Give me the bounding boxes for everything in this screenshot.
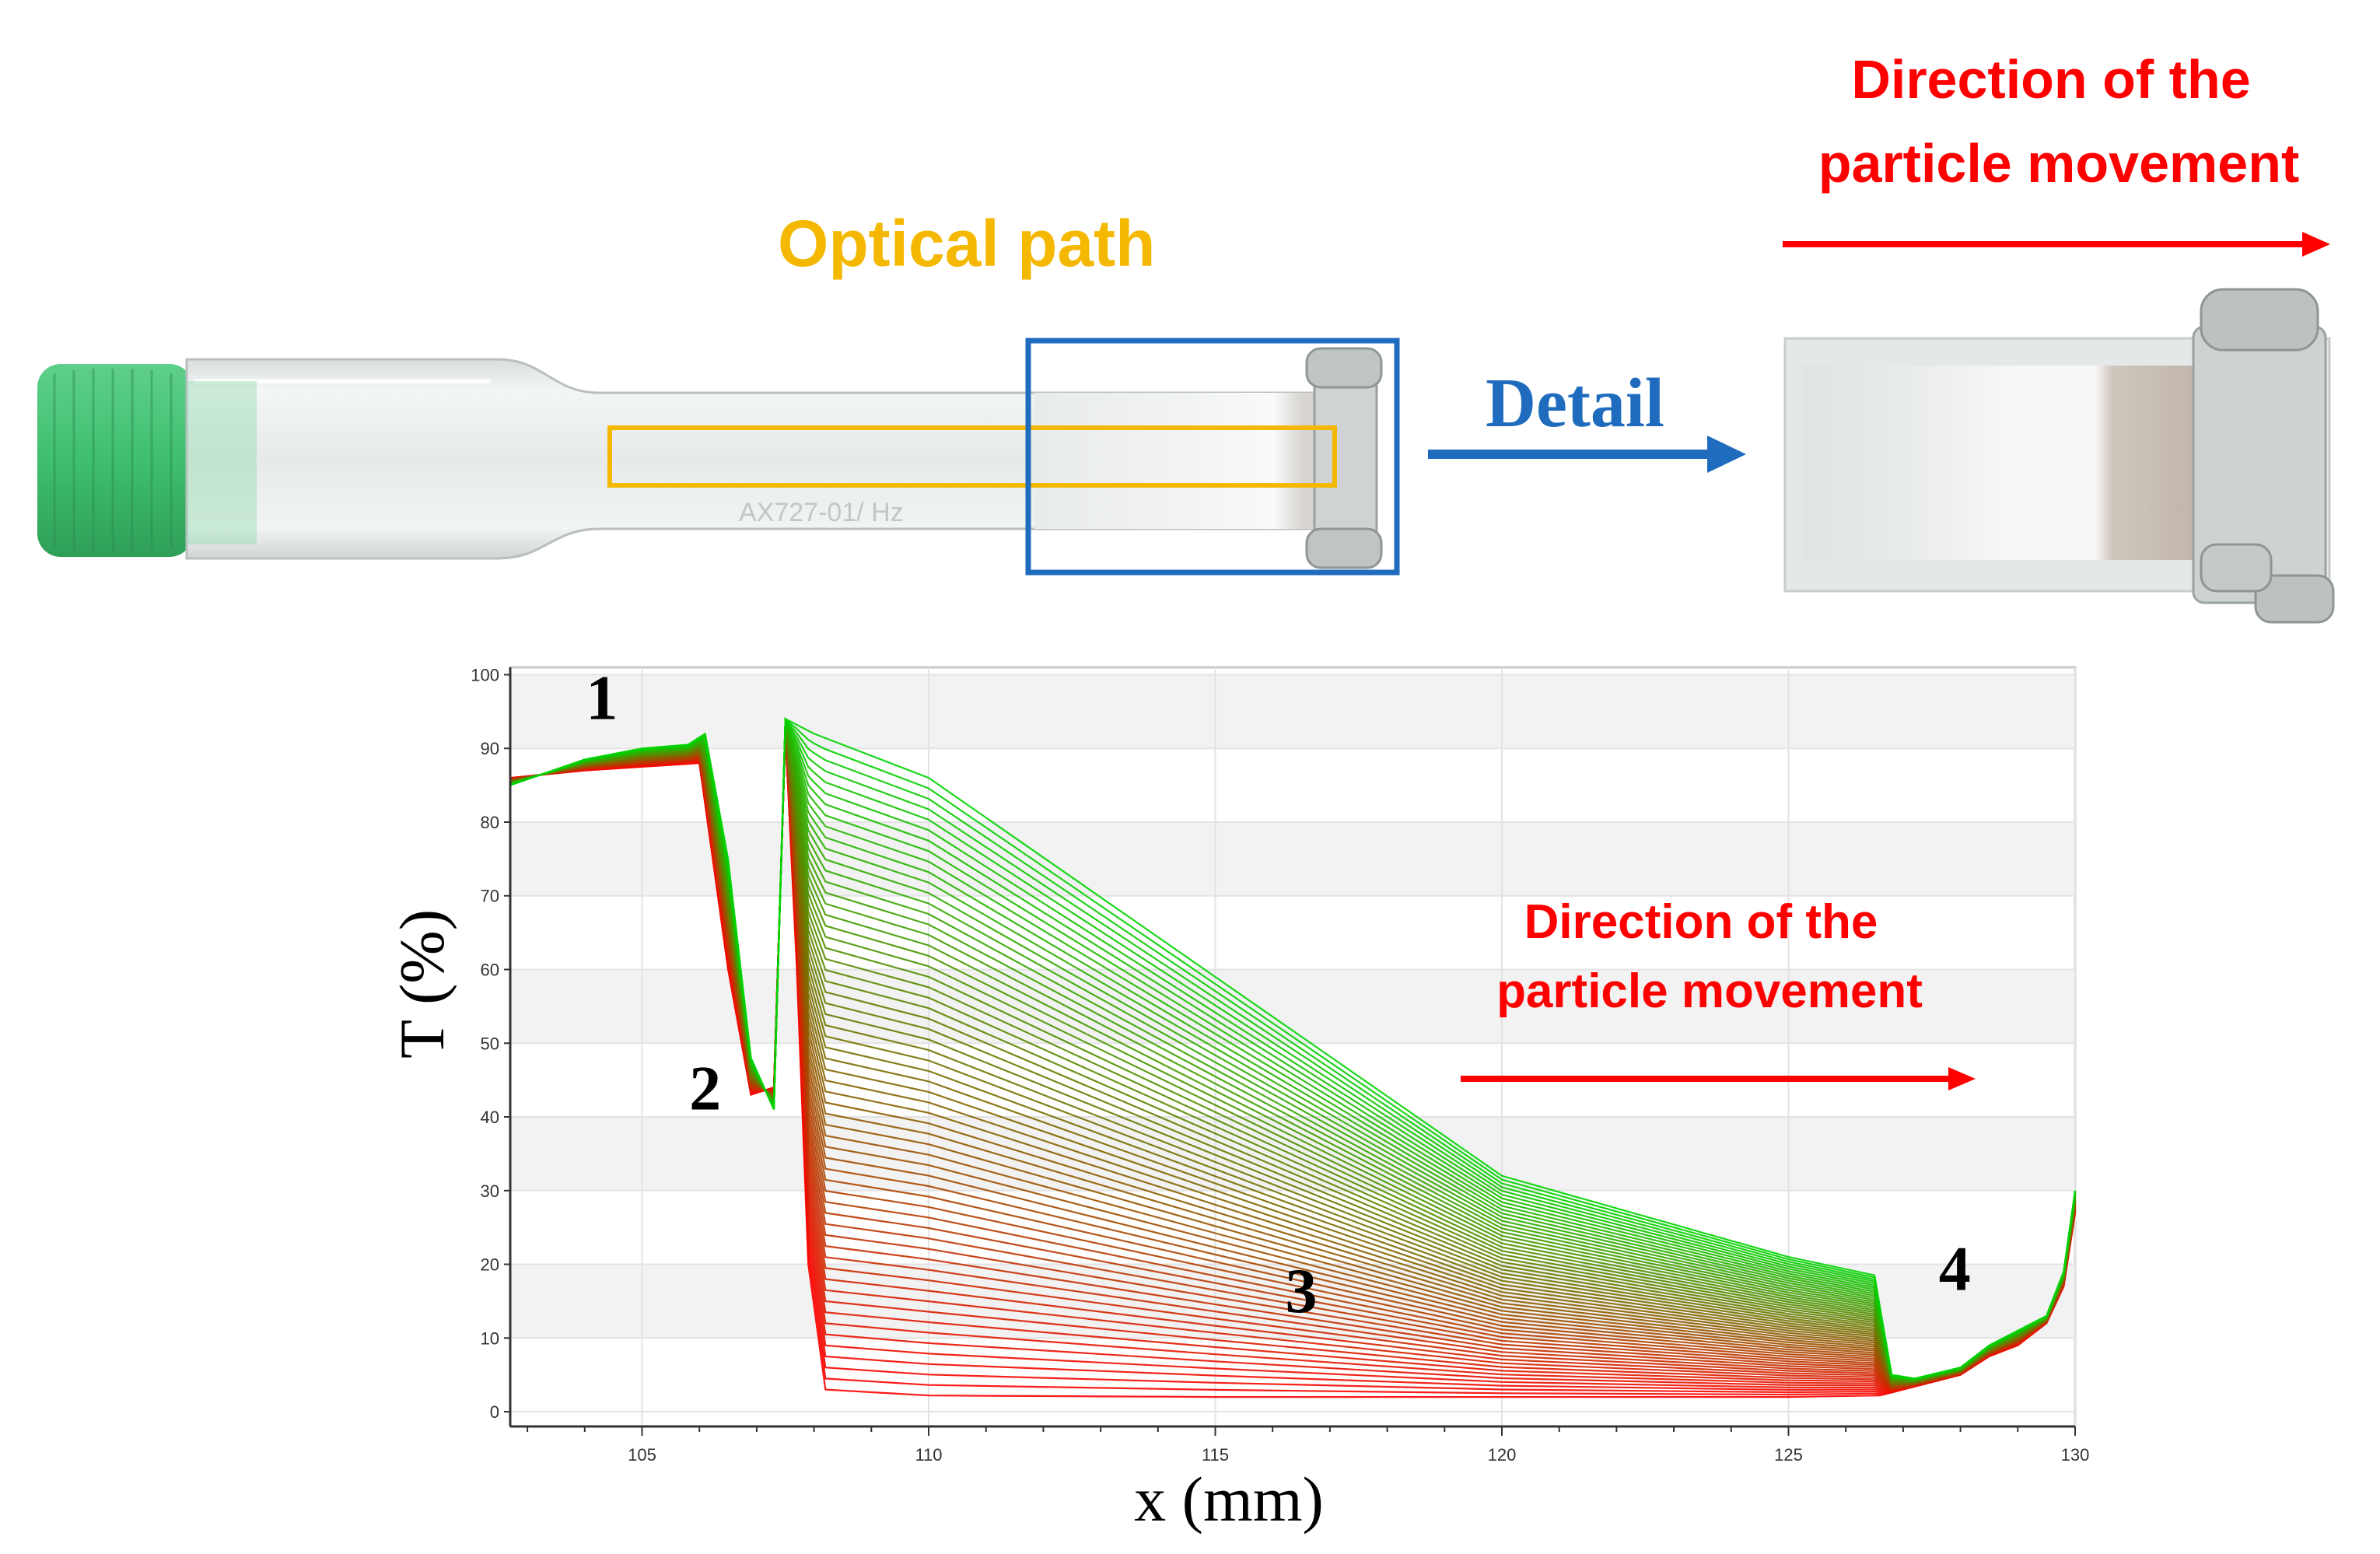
y-tick-label: 70 xyxy=(481,887,499,906)
grid-band xyxy=(510,674,2075,749)
green-ring xyxy=(187,381,257,544)
series-line xyxy=(509,717,2077,1380)
region-label: 1 xyxy=(586,662,618,733)
cap-icon xyxy=(37,364,193,557)
x-tick-label: 105 xyxy=(628,1445,656,1465)
plot-series xyxy=(509,716,2077,1398)
direction-label-top-line2: particle movement xyxy=(1818,133,2300,194)
tube-end-knob-top xyxy=(1305,347,1383,389)
tube-end-plate xyxy=(1313,364,1378,554)
photo-panel: AX727-01/ Hz Optical path Detail Directi… xyxy=(37,49,2335,624)
detail-end-knob-top xyxy=(2200,288,2319,352)
detail-photo xyxy=(1783,288,2335,624)
direction-arrow-chart-head xyxy=(1948,1067,1976,1090)
optical-path-label: Optical path xyxy=(778,207,1155,280)
plot-labels: 1 2 3 4 xyxy=(586,662,1970,1326)
region-label: 3 xyxy=(1286,1255,1318,1326)
y-tick-label: 100 xyxy=(471,665,499,684)
y-tick-label: 30 xyxy=(481,1181,499,1201)
y-tick-label: 10 xyxy=(481,1328,499,1348)
y-tick-label: 60 xyxy=(481,961,499,980)
x-axis-label: x (mm) xyxy=(1134,1464,1324,1535)
grid-band xyxy=(510,821,2075,896)
cap-ridges xyxy=(53,369,173,552)
detail-arrow-head xyxy=(1707,436,1746,473)
tube-end-knob-bottom xyxy=(1305,527,1383,569)
x-tick-label: 110 xyxy=(915,1445,942,1465)
y-tick-label: 50 xyxy=(481,1034,499,1053)
detail-end-knob-bottom-left xyxy=(2200,543,2273,593)
y-axis-label: T (%) xyxy=(387,909,457,1059)
region-label: 2 xyxy=(689,1053,721,1124)
plot-ticks: 0 10 20 30 40 50 60 70 80 90 100 105 110 115 120 125 130 xyxy=(471,665,2089,1465)
detail-highlight-box xyxy=(1025,338,1400,576)
y-tick-label: 20 xyxy=(481,1255,499,1275)
tube-embossed-text: AX727-01/ Hz xyxy=(739,498,904,527)
detail-end-knob-bottom xyxy=(2254,574,2335,624)
detail-label: Detail xyxy=(1486,365,1664,442)
plot-axes xyxy=(509,667,2075,1428)
y-tick-label: 90 xyxy=(481,739,499,758)
cuvette-tube: AX727-01/ Hz xyxy=(37,347,1383,569)
y-tick-label: 40 xyxy=(481,1108,499,1127)
direction-label-top-line1: Direction of the xyxy=(1851,49,2250,110)
optical-path-box xyxy=(607,425,1337,488)
x-tick-label: 130 xyxy=(2061,1445,2090,1465)
direction-arrow-top-head xyxy=(2302,232,2330,257)
x-tick-label: 120 xyxy=(1488,1445,1517,1465)
y-tick-label: 80 xyxy=(481,813,499,832)
y-tick-label: 0 xyxy=(490,1402,499,1422)
direction-label-chart-line1: Direction of the xyxy=(1524,895,1878,949)
x-tick-label: 125 xyxy=(1774,1445,1803,1465)
region-label: 4 xyxy=(1939,1234,1971,1304)
x-tick-label: 115 xyxy=(1202,1445,1229,1465)
detail-sample-region xyxy=(1804,366,2209,560)
direction-label-chart-line2: particle movement xyxy=(1496,964,1923,1018)
